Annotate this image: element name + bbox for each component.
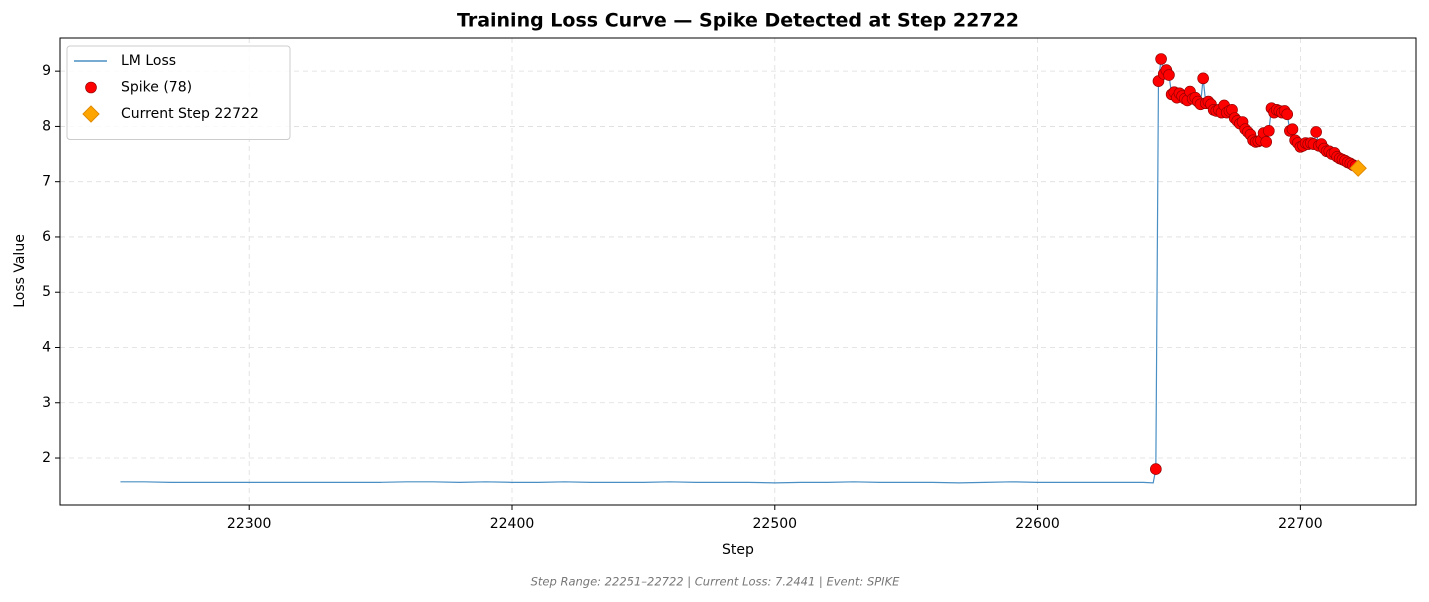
spike-point — [1310, 126, 1322, 138]
x-axis-label: Step — [722, 542, 754, 558]
y-tick-label: 9 — [42, 63, 51, 79]
spike-point — [1286, 123, 1299, 135]
spike-point — [1155, 53, 1167, 65]
legend-swatch — [82, 105, 100, 123]
legend: LM Loss Spike (78) Current Step 22722 — [66, 45, 291, 140]
y-tick-label: 7 — [42, 174, 51, 190]
spike-point — [1260, 136, 1273, 148]
spike-point — [1150, 463, 1162, 475]
footer-note: Step Range: 22251–22722 | Current Loss: … — [531, 575, 900, 589]
grid — [60, 38, 1416, 505]
x-tick-label: 22700 — [1278, 516, 1323, 532]
x-tick-label: 22500 — [753, 516, 798, 532]
x-tick-label: 22600 — [1015, 516, 1060, 532]
plot-frame — [59, 37, 1417, 506]
legend-label: Spike (78) — [121, 80, 192, 96]
x-tick-label: 22300 — [227, 516, 272, 532]
legend-box — [66, 45, 291, 140]
legend-label: Current Step 22722 — [121, 106, 259, 122]
y-tick-label: 3 — [42, 395, 51, 411]
legend-swatch — [85, 81, 97, 94]
y-tick-label: 2 — [42, 450, 51, 466]
y-tick-label: 4 — [42, 339, 51, 355]
plot-area — [120, 53, 1367, 484]
y-axis-label: Loss Value — [12, 234, 28, 308]
current-step-marker — [1349, 159, 1367, 177]
y-tick-label: 8 — [42, 118, 51, 134]
legend-label: LM Loss — [121, 53, 176, 69]
chart-title: Training Loss Curve — Spike Detected at … — [457, 10, 1019, 32]
y-tick-label: 6 — [42, 229, 51, 245]
spike-point — [1263, 125, 1275, 137]
spike-point — [1281, 108, 1294, 121]
y-tick-label: 5 — [42, 284, 51, 300]
x-tick-label: 22400 — [490, 516, 535, 532]
spike-point — [1163, 69, 1175, 81]
spike-point — [1197, 72, 1209, 85]
